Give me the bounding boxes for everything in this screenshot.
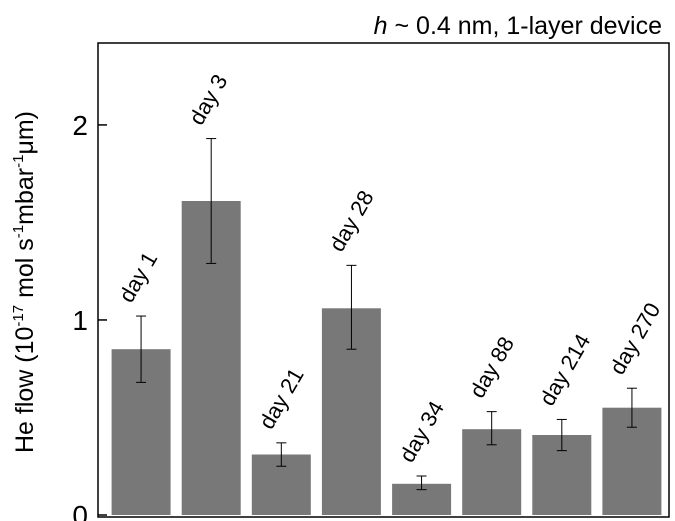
y-axis-label-part: -1: [10, 155, 27, 168]
y-axis-label: He flow (10-17 mol s-1mbar-1μm): [10, 111, 39, 453]
y-axis-label-part: -17: [10, 305, 27, 327]
y-axis-label-part: mbar: [11, 168, 39, 225]
bar-category-label: day 21: [254, 364, 309, 434]
chart-title-symbol: h: [374, 12, 388, 40]
chart-title: h ~ 0.4 nm, 1-layer device: [374, 12, 662, 40]
bar-category-label: day 3: [184, 70, 233, 129]
bar-category-label: day 34: [394, 397, 449, 467]
bar-category-label: day 270: [605, 298, 666, 378]
bar-category-label: day 1: [114, 247, 163, 306]
bars-layer: [112, 139, 662, 515]
bar-category-label: day 88: [464, 332, 519, 402]
y-tick-label: 1: [72, 305, 88, 336]
y-axis-label-part: mol s: [11, 238, 39, 305]
bar-category-label: day 214: [534, 330, 595, 410]
y-tick-label: 2: [72, 110, 88, 141]
y-axis-label-part: He flow (10: [11, 327, 39, 453]
y-axis-label-part: μm): [11, 111, 39, 155]
y-axis-ticks: 0 1 2: [72, 110, 107, 521]
y-tick-label: 0: [72, 500, 88, 521]
chart-title-text: ~ 0.4 nm, 1-layer device: [388, 12, 662, 40]
bar-category-label: day 28: [324, 186, 379, 256]
y-axis-label-part: -1: [10, 225, 27, 238]
